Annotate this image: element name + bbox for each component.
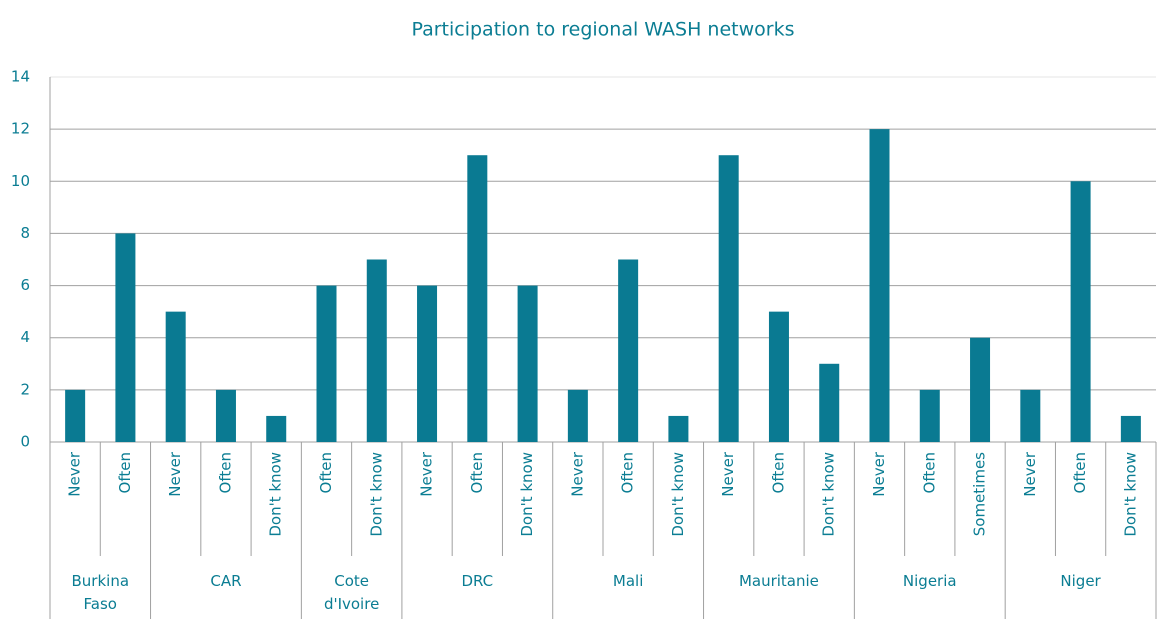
x-tick-label: Don't know xyxy=(367,452,385,537)
bar xyxy=(718,155,739,442)
x-tick-label: Sometimes xyxy=(971,452,989,536)
x-tick-label: Never xyxy=(66,451,84,497)
bar xyxy=(869,129,890,442)
x-tick-label: Often xyxy=(468,452,486,493)
group-label: Niger xyxy=(1060,572,1101,590)
y-tick-label: 4 xyxy=(20,328,30,346)
x-tick-label: Never xyxy=(1021,451,1039,497)
bar xyxy=(467,155,488,442)
x-tick-label: Often xyxy=(769,452,787,493)
x-tick-label: Don't know xyxy=(1121,452,1139,537)
y-tick-label: 2 xyxy=(20,380,30,398)
group-label: DRC xyxy=(461,572,494,590)
group-label-box: Mali xyxy=(612,572,644,590)
bar xyxy=(517,285,538,442)
group-label-box: Nigeria xyxy=(902,572,957,590)
x-tick-label: Never xyxy=(719,451,737,497)
x-tick-label: Often xyxy=(216,452,234,493)
y-tick-label: 6 xyxy=(20,276,30,294)
x-tick-label: Never xyxy=(870,451,888,497)
bar xyxy=(215,389,236,442)
y-tick-label: 12 xyxy=(11,120,30,138)
bar xyxy=(1070,181,1091,443)
bar xyxy=(1020,389,1041,442)
group-label: Nigeria xyxy=(902,572,957,590)
x-tick-label: Often xyxy=(920,452,938,493)
x-tick-label: Never xyxy=(568,451,586,497)
x-tick-label: Never xyxy=(166,451,184,497)
y-tick-label: 0 xyxy=(20,433,30,451)
x-tick-label: Never xyxy=(418,451,436,497)
x-tick-label: Don't know xyxy=(518,452,536,537)
group-label: CAR xyxy=(210,572,242,590)
bar xyxy=(417,285,438,442)
x-tick-label: Don't know xyxy=(669,452,687,537)
chart-title: Participation to regional WASH networks xyxy=(411,19,794,41)
bar xyxy=(768,311,789,442)
bar xyxy=(970,337,991,442)
group-label-box: Cote d'Ivoire xyxy=(323,572,380,613)
x-tick-label: Often xyxy=(1071,452,1089,493)
group-label: Burkina Faso xyxy=(71,572,130,613)
group-label-box: DRC xyxy=(461,572,494,590)
group-label-box: CAR xyxy=(210,572,242,590)
bar xyxy=(266,415,287,442)
bar xyxy=(366,259,387,442)
y-tick-label: 14 xyxy=(11,68,30,86)
bar xyxy=(65,389,86,442)
group-label-box: Burkina Faso xyxy=(71,572,130,613)
group-label: Mali xyxy=(612,572,644,590)
bar xyxy=(1120,415,1141,442)
bar xyxy=(316,285,337,442)
x-tick-label: Don't know xyxy=(820,452,838,537)
bar xyxy=(567,389,588,442)
x-tick-label: Often xyxy=(619,452,637,493)
bar xyxy=(819,363,840,442)
bar xyxy=(919,389,940,442)
group-label: Cote d'Ivoire xyxy=(323,572,380,613)
group-label: Mauritanie xyxy=(738,572,819,590)
bar xyxy=(165,311,186,442)
x-tick-label: Often xyxy=(317,452,335,493)
bar xyxy=(668,415,689,442)
x-tick-label: Don't know xyxy=(267,452,285,537)
y-tick-label: 8 xyxy=(20,224,30,242)
group-label-box: Mauritanie xyxy=(738,572,819,590)
bar xyxy=(618,259,639,442)
bar xyxy=(115,233,136,442)
x-tick-label: Often xyxy=(116,452,134,493)
y-tick-label: 10 xyxy=(11,172,30,190)
group-label-box: Niger xyxy=(1060,572,1101,590)
